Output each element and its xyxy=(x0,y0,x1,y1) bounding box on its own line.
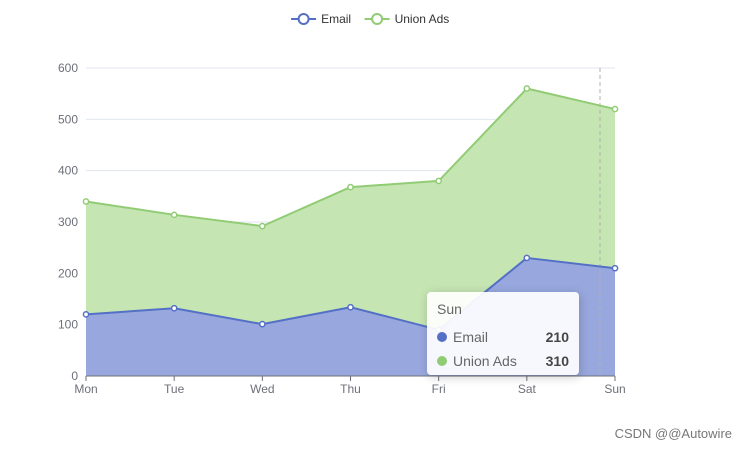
tooltip-row-union-ads: Union Ads 310 xyxy=(437,349,569,373)
legend-item-union-ads[interactable]: Union Ads xyxy=(364,12,450,26)
point-union-ads[interactable] xyxy=(523,85,531,92)
legend[interactable]: Email Union Ads xyxy=(291,12,449,26)
x-tick-label: Tue xyxy=(164,382,185,396)
y-tick-label: 500 xyxy=(58,112,78,126)
point-email[interactable] xyxy=(258,320,266,328)
x-tick-label: Sun xyxy=(604,382,625,396)
tooltip-title: Sun xyxy=(437,301,462,317)
point-email[interactable] xyxy=(611,264,619,272)
y-tick-label: 400 xyxy=(58,164,78,178)
point-union-ads[interactable] xyxy=(258,222,266,230)
point-email[interactable] xyxy=(523,254,531,262)
tooltip-series-value: 210 xyxy=(545,329,569,345)
union-ads-marker-icon xyxy=(437,356,447,366)
y-tick-label: 100 xyxy=(58,318,78,332)
point-union-ads[interactable] xyxy=(611,105,619,113)
area-union-ads xyxy=(86,88,615,330)
point-union-ads[interactable] xyxy=(435,177,443,185)
legend-circle-icon xyxy=(297,13,310,25)
x-tick-label: Mon xyxy=(74,382,97,396)
y-tick-label: 0 xyxy=(71,369,78,383)
x-tick-label: Sat xyxy=(518,382,537,396)
legend-item-email[interactable]: Email xyxy=(291,12,351,26)
point-email[interactable] xyxy=(347,303,354,311)
y-tick-label: 200 xyxy=(58,266,78,280)
x-tick-label: Fri xyxy=(432,382,446,396)
legend-label: Union Ads xyxy=(395,12,450,26)
tooltip-series-name: Union Ads xyxy=(453,353,517,369)
x-tick-label: Thu xyxy=(340,382,361,396)
watermark: CSDN @@Autowire xyxy=(614,426,732,441)
point-email[interactable] xyxy=(170,304,178,312)
y-tick-label: 300 xyxy=(58,215,78,229)
axes: 0 100 200 300 400 500 600 Mon Tue Wed Thu Fri Sat Sun xyxy=(58,61,626,396)
point-union-ads[interactable] xyxy=(82,198,90,205)
point-union-ads[interactable] xyxy=(170,211,178,219)
tooltip-series-name: Email xyxy=(453,329,489,345)
tooltip-row-email: Email 210 xyxy=(437,325,569,349)
point-email[interactable] xyxy=(82,311,90,318)
point-union-ads[interactable] xyxy=(347,183,354,191)
x-tick-label: Wed xyxy=(250,382,274,396)
tooltip-series-value: 310 xyxy=(545,353,569,369)
legend-circle-icon xyxy=(371,13,384,25)
email-marker-icon xyxy=(437,332,447,342)
legend-label: Email xyxy=(321,12,351,26)
tooltip: Sun Email 210 Union Ads 310 xyxy=(427,292,579,375)
y-tick-label: 600 xyxy=(58,61,78,75)
